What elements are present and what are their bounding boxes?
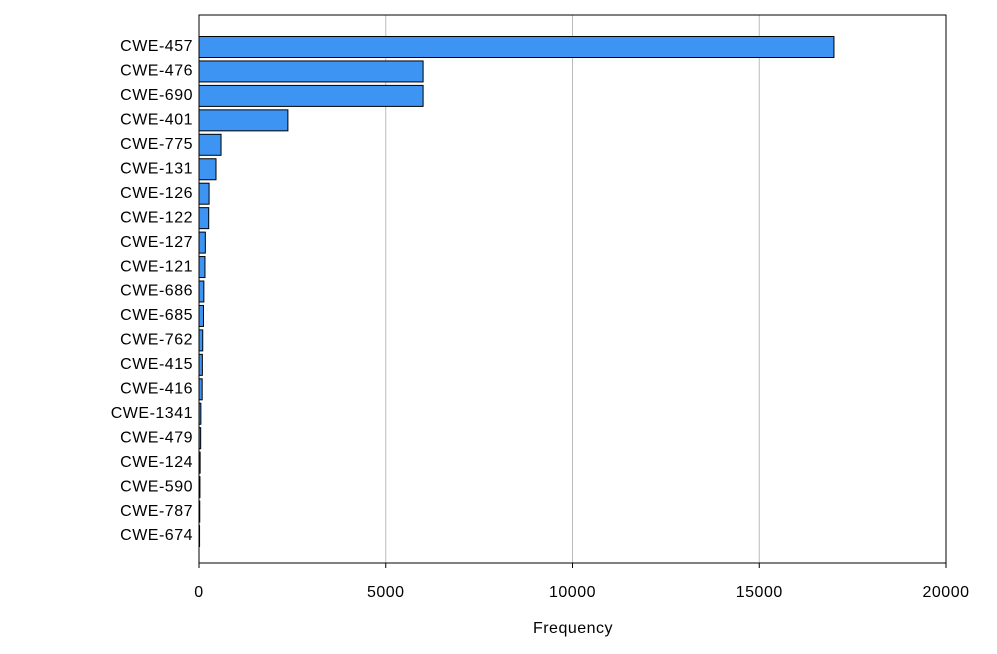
- bar: [198, 525, 201, 547]
- bar: [198, 182, 210, 205]
- y-tick-label: CWE-416: [120, 381, 193, 398]
- x-tick-label: 0: [194, 584, 203, 601]
- y-tick-label: CWE-127: [120, 234, 193, 251]
- y-tick-label: CWE-787: [120, 503, 193, 520]
- bar: [198, 353, 203, 376]
- y-tick-label: CWE-401: [120, 112, 193, 129]
- bar: [198, 402, 202, 425]
- bar: [198, 304, 204, 327]
- bar: [198, 60, 424, 83]
- x-tick-label: 5000: [367, 584, 405, 601]
- y-tick-label: CWE-415: [120, 356, 193, 373]
- bar: [198, 109, 289, 132]
- y-tick-label: CWE-126: [120, 185, 193, 202]
- bar: [198, 158, 217, 181]
- bar: [198, 427, 202, 450]
- bar: [198, 231, 206, 254]
- bar: [198, 133, 222, 156]
- y-tick-label: CWE-1341: [111, 405, 193, 422]
- y-tick-label: CWE-775: [120, 136, 193, 153]
- y-tick-label: CWE-762: [120, 332, 193, 349]
- bar: [198, 36, 835, 58]
- x-axis-label: Frequency: [533, 620, 613, 637]
- y-tick-label: CWE-690: [120, 87, 193, 104]
- y-tick-label: CWE-121: [120, 258, 193, 275]
- y-tick-label: CWE-686: [120, 283, 193, 300]
- bar: [198, 378, 203, 401]
- y-tick-label: CWE-685: [120, 307, 193, 324]
- bar: [198, 451, 201, 474]
- bar: [198, 329, 204, 352]
- x-tick-label: 10000: [549, 584, 596, 601]
- y-tick-label: CWE-674: [120, 527, 193, 544]
- bar: [198, 500, 201, 523]
- y-tick-label: CWE-457: [120, 38, 193, 55]
- bar: [198, 476, 201, 499]
- y-tick-label: CWE-131: [120, 160, 193, 177]
- y-tick-label: CWE-476: [120, 63, 193, 80]
- bar: [198, 256, 206, 279]
- x-tick-label: 20000: [923, 584, 970, 601]
- y-tick-label: CWE-122: [120, 209, 193, 226]
- y-tick-label: CWE-479: [120, 429, 193, 446]
- y-tick-label: CWE-590: [120, 478, 193, 495]
- x-tick-label: 15000: [736, 584, 783, 601]
- bar: [198, 207, 210, 230]
- bar: [198, 84, 424, 107]
- y-tick-label: CWE-124: [120, 454, 193, 471]
- bar: [198, 280, 205, 303]
